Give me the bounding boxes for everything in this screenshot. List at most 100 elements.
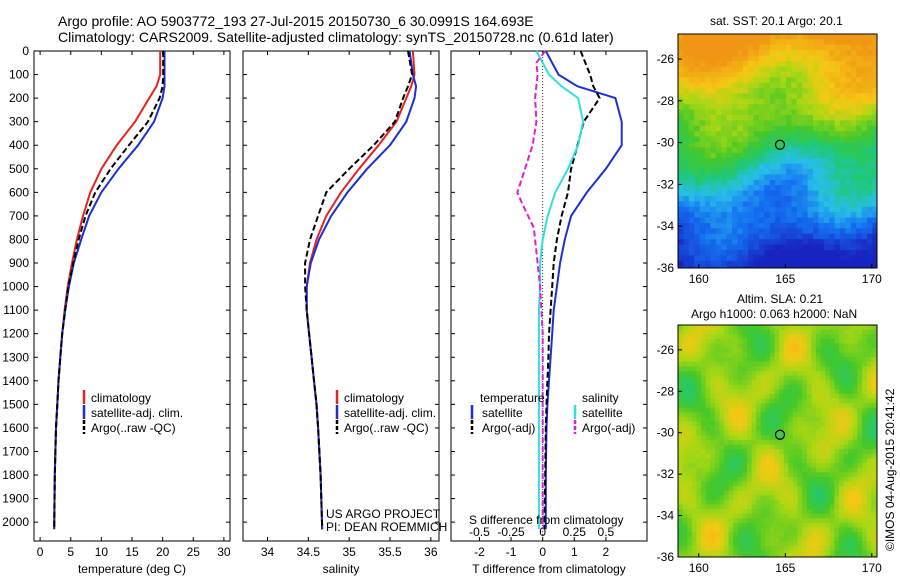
map-cell xyxy=(701,472,707,478)
difference-xlabel-top: S difference from climatology xyxy=(469,513,624,527)
map-cell xyxy=(714,509,720,515)
map-cell xyxy=(806,449,812,455)
map-cell xyxy=(793,357,799,363)
map-cell xyxy=(701,499,707,505)
map-cell xyxy=(728,348,734,354)
map-cell xyxy=(840,228,846,235)
map-cell xyxy=(788,417,794,423)
map-cell xyxy=(802,463,808,469)
map-cell xyxy=(742,338,748,344)
map-cell xyxy=(857,343,863,349)
map-cell xyxy=(696,550,702,556)
map-cell xyxy=(780,250,787,256)
map-cell xyxy=(793,334,799,340)
map-cell xyxy=(775,163,782,170)
map-cell xyxy=(764,39,771,46)
map-cell xyxy=(867,131,873,138)
map-cell xyxy=(845,201,852,208)
map-cell xyxy=(753,239,760,246)
map-cell xyxy=(802,125,809,132)
map-cell xyxy=(699,201,706,208)
map-cell xyxy=(719,550,725,556)
map-cell xyxy=(756,380,762,386)
map-cell xyxy=(780,158,787,165)
map-cell xyxy=(856,223,863,229)
map-cell xyxy=(786,217,792,224)
map-cell xyxy=(834,77,841,84)
map-cell xyxy=(816,522,822,528)
map-cell xyxy=(823,109,830,116)
map-cell xyxy=(783,513,789,519)
map-cell xyxy=(816,481,822,487)
map-cell xyxy=(783,486,789,492)
map-cell xyxy=(793,366,799,372)
map-cell xyxy=(688,223,695,229)
map-cell xyxy=(726,50,733,57)
map-cell xyxy=(850,152,857,159)
map-cell xyxy=(843,334,849,340)
map-cell xyxy=(715,250,722,256)
map-cell xyxy=(694,93,701,100)
map-cell xyxy=(705,412,711,418)
map-cell xyxy=(829,472,835,478)
map-cell xyxy=(786,147,792,154)
map-cell xyxy=(823,201,830,208)
map-cell xyxy=(737,555,743,557)
map-cell xyxy=(714,348,720,354)
map-cell xyxy=(818,158,825,165)
map-cell xyxy=(696,430,702,436)
map-cell xyxy=(872,136,877,143)
map-cell xyxy=(806,490,812,496)
map-cell xyxy=(829,348,835,354)
map-cell xyxy=(845,88,852,94)
map-cell xyxy=(806,545,812,551)
map-cell xyxy=(747,426,753,432)
map-cell xyxy=(779,527,785,533)
map-cell xyxy=(802,71,809,78)
map-cell xyxy=(834,88,841,94)
map-cell xyxy=(737,472,743,478)
map-cell xyxy=(715,142,722,148)
map-cell xyxy=(751,329,757,335)
map-cell xyxy=(802,239,809,246)
map-cell xyxy=(839,338,845,344)
map-cell xyxy=(840,250,846,256)
map-cell xyxy=(714,463,720,469)
map-cell xyxy=(764,206,771,213)
map-cell xyxy=(748,179,755,186)
map-cell xyxy=(845,196,852,202)
map-cell xyxy=(862,536,868,542)
map-cell xyxy=(793,394,799,400)
map-cell xyxy=(834,444,840,450)
map-cell xyxy=(714,486,720,492)
map-cell xyxy=(848,444,854,450)
map-cell xyxy=(769,147,776,154)
map-cell xyxy=(861,206,868,213)
map-cell xyxy=(751,343,757,349)
map-cell xyxy=(719,421,725,427)
map-cell xyxy=(737,104,744,111)
map-cell xyxy=(820,375,826,381)
map-cell xyxy=(786,98,792,105)
map-cell xyxy=(748,228,755,235)
map-cell xyxy=(829,486,835,492)
map-cell xyxy=(807,152,814,159)
y-tick-label: 200 xyxy=(9,91,29,105)
map-cell xyxy=(751,366,757,372)
map-cell xyxy=(705,550,711,556)
map-cell xyxy=(710,61,717,67)
map-cell xyxy=(802,147,809,154)
map-cell xyxy=(678,361,684,367)
map-cell xyxy=(871,430,877,436)
map-cell xyxy=(705,39,711,46)
map-cell xyxy=(688,152,695,159)
map-cell xyxy=(779,348,785,354)
map-cell xyxy=(839,334,845,340)
map-cell xyxy=(759,50,765,57)
map-cell xyxy=(728,343,734,349)
map-cell xyxy=(786,185,792,192)
map-cell xyxy=(719,541,725,547)
map-cell xyxy=(834,266,841,268)
map-cell xyxy=(866,325,872,331)
map-cell xyxy=(840,88,846,94)
